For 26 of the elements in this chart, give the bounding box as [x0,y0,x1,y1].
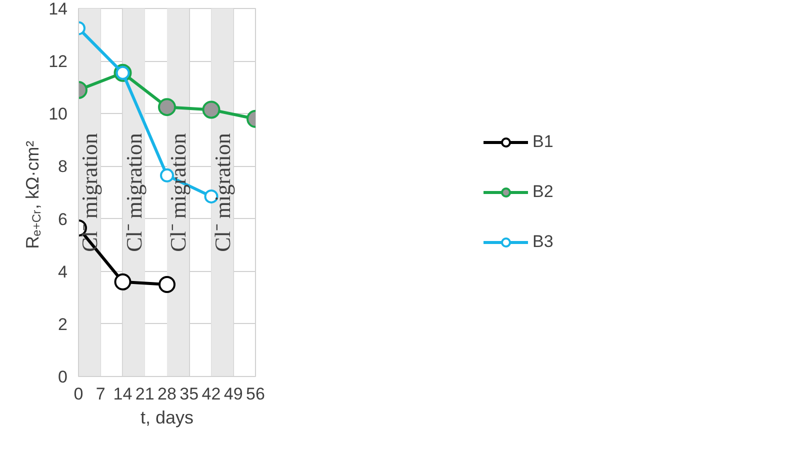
y-tick-label: 6 [58,210,68,229]
band-label: Cl⁻ migration [77,133,102,252]
y-tick-label: 2 [58,314,68,334]
y-tick-label: 0 [58,368,68,386]
y-tick-label: 4 [58,262,68,282]
x-tick-label: 7 [96,384,106,404]
x-tick-label: 35 [180,384,199,404]
x-tick-label: 49 [224,384,243,404]
y-tick-label: 8 [58,157,68,176]
x-tick-label: 42 [202,384,221,404]
x-tick-label: 56 [246,384,265,404]
x-tick-label: 0 [74,384,84,404]
x-tick-label: 14 [113,384,132,404]
legend-label: B1 [532,132,554,152]
y-axis-title: Re+Cr, kΩ·cm² [22,140,44,249]
x-tick-label: 21 [135,384,154,404]
y-tick-label: 10 [48,104,68,124]
band-label: Cl⁻ migration [210,133,235,252]
x-axis-title: t, days [140,408,194,428]
y-tick-label: 12 [48,52,68,72]
legend-label: B3 [532,232,554,252]
band-label: Cl⁻ migration [166,133,191,252]
x-tick-label: 28 [158,384,176,404]
y-tick-label: 14 [48,0,68,18]
legend-label: B2 [532,182,554,202]
band-label: Cl⁻ migration [121,133,146,252]
